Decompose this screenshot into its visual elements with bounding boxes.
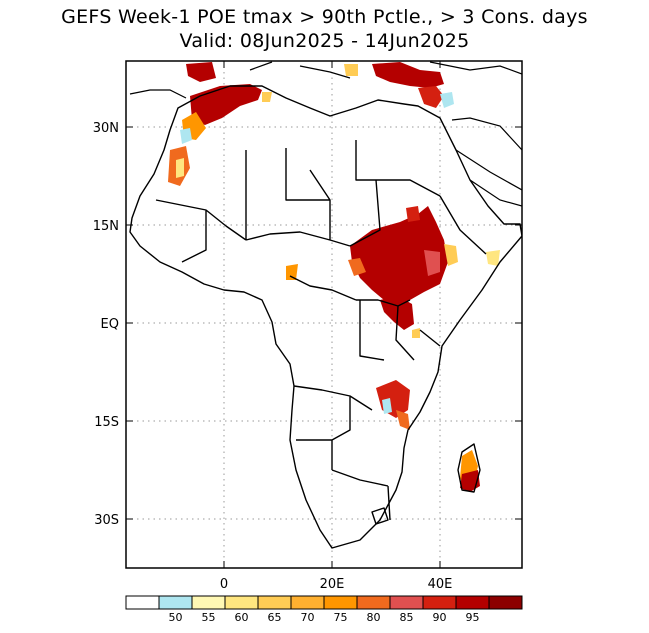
colorbar-label: 50 [169,611,183,624]
colorbar-swatch [455,595,490,610]
colorbar-label: 70 [301,611,315,624]
lat-label-30n: 30N [93,121,119,136]
neighbor-coastlines [129,61,522,207]
lat-label-30s: 30S [94,513,119,528]
colorbar-label: 80 [367,611,381,624]
colorbar-swatch [389,595,424,610]
colorbar-label: 85 [400,611,414,624]
colorbar-label: 55 [202,611,216,624]
colorbar-swatch [191,595,226,610]
colorbar-swatch [422,595,457,610]
lat-label-15s: 15S [94,415,119,430]
colorbar: 50 55 60 65 70 75 80 85 90 95 [125,595,523,624]
map-title: GEFS Week-1 POE tmax > 90th Pctle., > 3 … [61,6,588,28]
colorbar-swatch [290,595,325,610]
colorbar-label: 95 [466,611,480,624]
lat-label-15n: 15N [93,219,119,234]
colorbar-label: 60 [235,611,249,624]
colorbar-swatch [257,595,292,610]
lon-label-0: 0 [220,577,228,592]
coastlines-and-borders [129,85,522,549]
colorbar-swatch [158,595,193,610]
colorbar-swatch [323,595,358,610]
colorbar-swatch [356,595,391,610]
colorbar-label: 65 [268,611,282,624]
colorbar-label: 90 [433,611,447,624]
colorbar-swatch [488,595,523,610]
map-valid-dates: Valid: 08Jun2025 - 14Jun2025 [179,30,470,52]
axis-ticks [126,61,522,568]
lon-label-20e: 20E [320,577,345,592]
probability-shading [168,62,500,492]
map-frame [125,60,523,569]
lon-label-40e: 40E [428,577,453,592]
colorbar-label: 75 [334,611,348,624]
colorbar-swatch [224,595,259,610]
lat-label-eq: EQ [101,317,119,332]
graticule [126,61,522,568]
colorbar-swatch [125,595,160,610]
